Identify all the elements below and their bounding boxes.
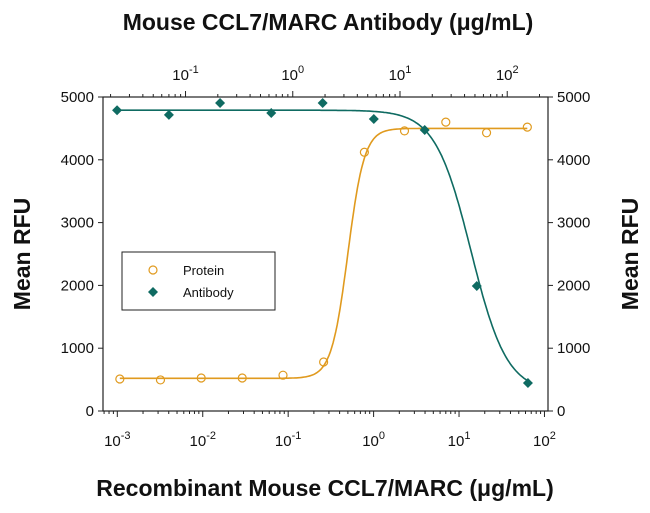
protein-data-point <box>399 126 410 136</box>
right-axis-title: Mean RFU <box>617 198 643 310</box>
y-tick-label-left: 5000 <box>61 89 94 106</box>
bottom-x-tick-label: 100 <box>362 430 385 450</box>
antibody-data-point <box>368 113 379 124</box>
antibody-data-point <box>112 105 123 116</box>
antibody-data-point <box>419 124 430 135</box>
y-tick-label-right: 2000 <box>557 277 590 294</box>
protein-data-point <box>481 128 492 138</box>
antibody-data-point <box>163 109 174 120</box>
y-tick-label-left: 4000 <box>61 152 94 169</box>
legend-antibody-label: Antibody <box>183 285 234 300</box>
bottom-x-tick-label: 10-1 <box>275 430 301 450</box>
y-tick-label-left: 3000 <box>61 215 94 232</box>
antibody-data-point <box>471 281 482 292</box>
legend-box <box>121 251 276 311</box>
legend-antibody-marker <box>148 287 158 297</box>
antibody-data-point <box>266 108 277 119</box>
bottom-x-tick-label: 101 <box>448 430 471 450</box>
bottom-axis-title: Recombinant Mouse CCL7/MARC (μg/mL) <box>96 475 553 501</box>
top-axis-title: Mouse CCL7/MARC Antibody (μg/mL) <box>123 9 534 35</box>
legend-protein-marker <box>148 265 158 275</box>
top-x-tick-label: 100 <box>281 64 304 84</box>
y-tick-label-left: 1000 <box>61 340 94 357</box>
antibody-fit-curve <box>117 109 529 382</box>
legend: Protein Antibody <box>121 251 276 311</box>
left-axis-title: Mean RFU <box>9 198 35 310</box>
bottom-x-tick-label: 10-2 <box>190 430 216 450</box>
top-x-tick-label: 10-1 <box>172 64 198 84</box>
y-tick-label-right: 1000 <box>557 340 590 357</box>
y-tick-label-left: 0 <box>86 403 94 420</box>
bottom-x-tick-label: 10-3 <box>104 430 130 450</box>
protein-data-point <box>196 373 206 383</box>
protein-data-point <box>441 117 451 127</box>
y-tick-label-right: 5000 <box>557 89 590 106</box>
top-x-tick-label: 102 <box>496 64 519 84</box>
y-tick-label-left: 2000 <box>61 277 94 294</box>
antibody-data-point <box>522 378 533 389</box>
protein-data-point <box>522 122 532 132</box>
protein-data-point <box>237 373 247 383</box>
bottom-x-tick-label: 102 <box>533 430 556 450</box>
protein-data-point <box>278 370 288 380</box>
y-tick-label-right: 0 <box>557 403 565 420</box>
protein-data-point <box>115 374 125 384</box>
protein-data-point <box>359 147 369 157</box>
antibody-data-point <box>215 97 226 108</box>
y-tick-label-right: 4000 <box>557 152 590 169</box>
protein-data-point <box>155 375 166 385</box>
y-tick-label-right: 3000 <box>557 215 590 232</box>
protein-data-point <box>319 357 329 367</box>
top-x-tick-label: 101 <box>389 64 412 84</box>
legend-protein-label: Protein <box>183 263 224 278</box>
antibody-data-point <box>317 97 328 108</box>
